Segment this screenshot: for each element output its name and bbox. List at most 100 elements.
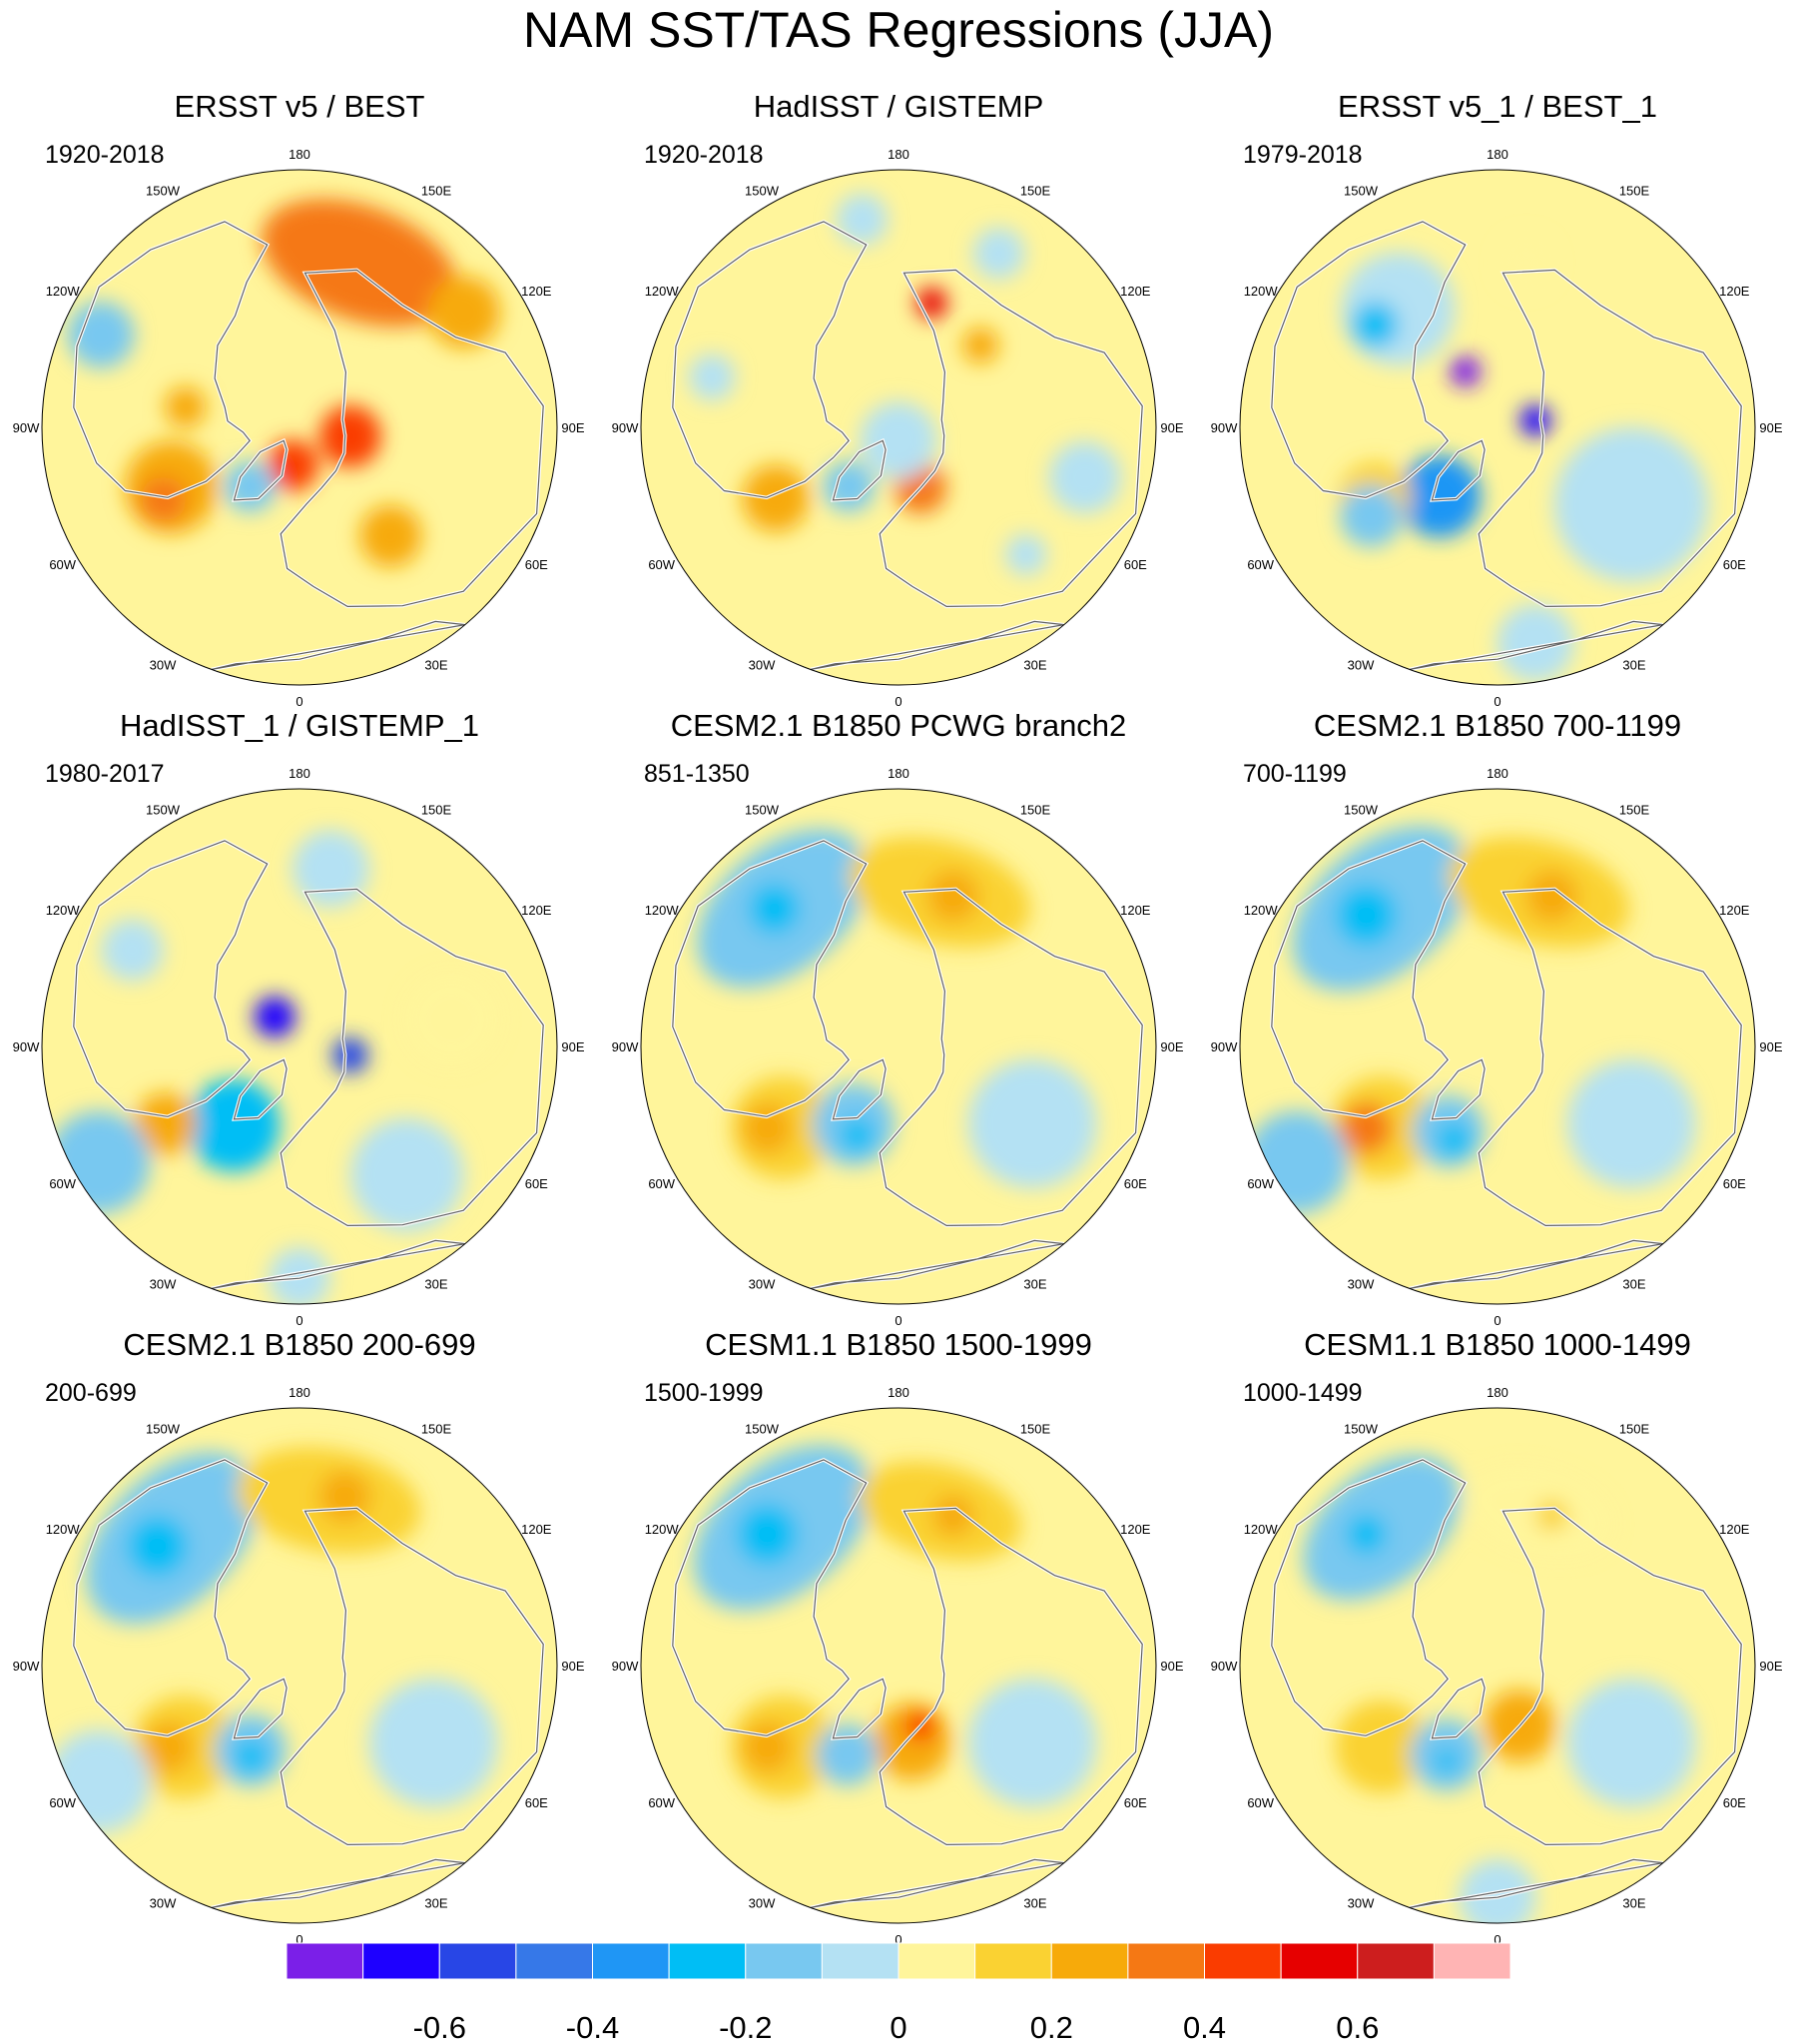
longitude-label: 150E: [1619, 1422, 1650, 1437]
map-background-field: [641, 789, 1156, 1304]
longitude-label: 0: [296, 1932, 302, 1945]
anomaly-contour: [1566, 1058, 1696, 1188]
longitude-label: 90E: [1160, 1039, 1183, 1054]
panel-title: CESM2.1 B1850 700-1199: [1313, 708, 1682, 743]
longitude-label: 60W: [49, 557, 76, 572]
map-background-field: [641, 1408, 1156, 1923]
anomaly-layer: [47, 830, 498, 1304]
longitude-label: 60E: [1723, 557, 1746, 572]
longitude-label: 30E: [1622, 1276, 1645, 1291]
longitude-label: 30E: [1023, 1276, 1046, 1291]
anomaly-contour: [187, 1078, 281, 1172]
panel-title: HadISST / GISTEMP: [753, 89, 1044, 124]
longitude-label: 90E: [561, 420, 584, 435]
longitude-label: 60E: [1124, 1795, 1147, 1810]
longitude-label: 150W: [146, 184, 181, 199]
longitude-label: 60E: [1723, 1176, 1746, 1191]
longitude-label: 180: [1487, 1385, 1508, 1400]
coastline: [672, 221, 868, 498]
coastline: [832, 439, 887, 501]
longitude-label: 120W: [645, 903, 680, 918]
map-border: [1239, 1407, 1756, 1924]
longitude-label: 120E: [1719, 1522, 1750, 1537]
anomaly-contour: [1436, 1121, 1473, 1158]
anomaly-contour: [1346, 1514, 1388, 1556]
longitude-label: 30E: [424, 1895, 447, 1910]
anomaly-contour: [1340, 484, 1403, 547]
coastline: [1271, 221, 1467, 498]
coastline: [233, 1058, 288, 1120]
map-field: [641, 789, 1156, 1304]
coastline: [73, 1459, 269, 1736]
longitude-label: 120E: [521, 1522, 552, 1537]
longitude-label: 30W: [150, 1276, 177, 1291]
coastline: [1431, 1058, 1486, 1120]
anomaly-contour: [359, 504, 422, 567]
longitude-label: 120W: [1244, 1522, 1279, 1537]
anomaly-contour: [1497, 604, 1574, 682]
polar-map: 180 150E 120E 90E 60E 30E 0 30W 60W 90W 120W 150W: [1211, 766, 1783, 1326]
longitude-label: 0: [895, 694, 901, 707]
anomaly-contour: [1566, 1678, 1696, 1807]
longitude-label: 30W: [749, 1276, 776, 1291]
map-background-field: [1240, 1408, 1755, 1923]
colorbar-tick-label: -0.6: [413, 2010, 466, 2044]
colorbar-swatch: [1433, 1942, 1511, 1980]
polar-map: 180 150E 120E 90E 60E 30E 0 30W 60W 90W 120W 150W: [612, 1385, 1184, 1945]
anomaly-contour: [1352, 301, 1399, 348]
colorbar-swatch: [1127, 1942, 1206, 1980]
colorbar-swatch: [1280, 1942, 1359, 1980]
map-panel: HadISST / GISTEMP 1920-2018 180 150E 120E 9…: [599, 88, 1198, 707]
longitude-label: 150W: [1344, 803, 1379, 818]
map-panel: CESM1.1 B1850 1000-1499 1000-1499 180 150…: [1198, 1326, 1797, 1945]
map-field: [1240, 170, 1755, 685]
coastline: [832, 1678, 887, 1739]
panel-period: 1500-1999: [644, 1379, 764, 1407]
longitude-label: 150E: [421, 803, 452, 818]
longitude-label: 30W: [749, 657, 776, 672]
panel-period: 1920-2018: [45, 141, 165, 169]
anomaly-contour: [962, 327, 999, 364]
map-border: [640, 788, 1157, 1305]
longitude-label: 120W: [645, 1522, 680, 1537]
colorbar-tick-label: -0.2: [719, 2010, 772, 2044]
longitude-label: 150W: [1344, 184, 1379, 199]
anomaly-contour: [233, 1737, 270, 1775]
map-border: [1239, 169, 1756, 686]
anomaly-layer: [1245, 825, 1696, 1214]
polar-map: 180 150E 120E 90E 60E 30E 0 30W 60W 90W 120W 150W: [1211, 147, 1783, 707]
anomaly-contour: [254, 996, 296, 1037]
map-field: [1240, 1408, 1755, 1923]
longitude-label: 180: [888, 1385, 909, 1400]
map-panel: CESM2.1 B1850 200-699 200-699 180 150E 120…: [0, 1326, 599, 1945]
colorbar-tick-label: 0.4: [1183, 2010, 1226, 2044]
map-border: [640, 169, 1157, 686]
longitude-label: 60E: [1124, 557, 1147, 572]
continents: [671, 1457, 1144, 1910]
anomaly-contour: [1335, 1700, 1429, 1793]
longitude-label: 60W: [1247, 557, 1274, 572]
longitude-label: 150W: [146, 1422, 181, 1437]
longitude-label: 60E: [525, 1795, 548, 1810]
longitude-label: 90W: [612, 420, 639, 435]
anomaly-contour: [967, 1058, 1097, 1188]
panel-title: ERSST v5 / BEST: [174, 89, 425, 124]
anomaly-layer: [1339, 237, 1709, 682]
colorbar-swatch: [286, 1942, 364, 1980]
coastline: [832, 1058, 887, 1120]
panel-period: 1979-2018: [1243, 141, 1363, 169]
longitude-label: 150E: [1619, 184, 1650, 199]
longitude-label: 120E: [1120, 284, 1151, 299]
map-panel: HadISST_1 / GISTEMP_1 1980-2017 180 150E 1…: [0, 707, 599, 1326]
colorbar-tick-label: -0.4: [566, 2010, 619, 2044]
coastline: [73, 840, 269, 1117]
longitude-label: 150W: [745, 1422, 780, 1437]
longitude-label: 60W: [648, 557, 675, 572]
coastline: [280, 269, 544, 608]
longitude-label: 180: [289, 766, 310, 781]
longitude-label: 90E: [1759, 1039, 1782, 1054]
longitude-label: 30E: [1622, 1895, 1645, 1910]
coastline: [1478, 1507, 1742, 1846]
polar-map: 180 150E 120E 90E 60E 30E 0 30W 60W 90W 120W 150W: [13, 1385, 585, 1945]
polar-map: 180 150E 120E 90E 60E 30E 0 30W 60W 90W 120W 150W: [13, 766, 585, 1326]
